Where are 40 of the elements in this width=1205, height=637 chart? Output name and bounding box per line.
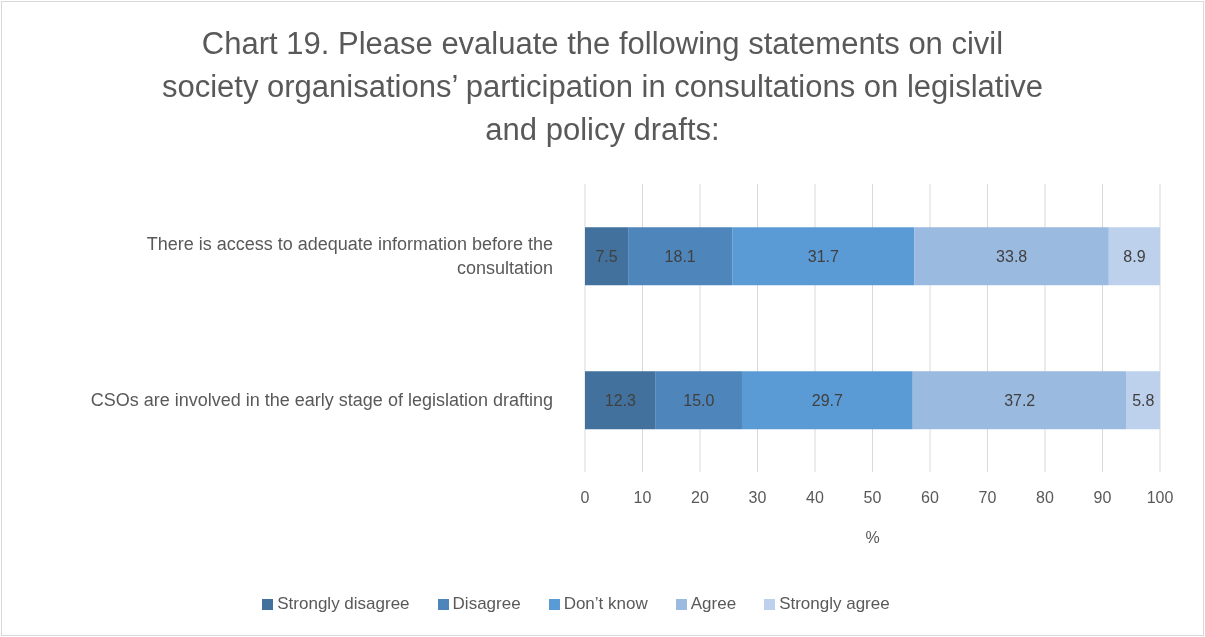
x-tick-label: 100 [1146,489,1174,507]
data-label: 8.9 [1123,247,1146,265]
x-tick-label: 60 [921,489,939,507]
legend-label: Don’t know [563,594,648,613]
data-label: 15.0 [683,391,715,409]
x-tick-label: 20 [691,489,709,507]
data-label: 33.8 [996,247,1028,265]
data-label: 29.7 [811,391,844,409]
data-label: 5.8 [1132,391,1155,409]
data-label: 12.3 [604,391,637,409]
bar [1108,227,1160,286]
x-tick-label: 70 [978,489,997,507]
data-label: 7.5 [595,247,618,265]
legend-label: Disagree [452,594,521,613]
x-tick-label: 90 [1093,489,1112,507]
data-label: 31.7 [807,247,840,265]
y-tick-label: CSOs are involved in the early stage of legislation drafting [90,390,553,410]
chart-title: Chart 19. Please evaluate the following statements on civil society organisations’ participation in consultations on legislative and policy drafts: [160,25,1045,149]
bar [732,227,915,286]
bar [585,227,629,286]
x-tick-label: 40 [806,489,824,507]
y-tick-label: There is access to adequate information before the consultation [146,234,553,278]
x-tick-label: 80 [1036,489,1054,507]
legend-label: Strongly agree [779,594,890,613]
legend-label: Strongly disagree [277,594,410,613]
data-label: 18.1 [664,247,696,265]
data-label: 37.2 [1004,391,1036,409]
x-axis-title: % [865,529,880,547]
x-tick-label: 50 [863,489,882,507]
bar [655,371,742,430]
bar [914,227,1109,286]
bar [912,371,1127,430]
x-tick-label: 30 [748,489,767,507]
x-tick-label: 10 [633,489,652,507]
legend-label: Agree [690,594,737,613]
x-tick-label: 0 [580,489,590,507]
bar [1126,371,1160,430]
bar [741,371,913,430]
bar [585,371,656,430]
bar [628,227,733,286]
